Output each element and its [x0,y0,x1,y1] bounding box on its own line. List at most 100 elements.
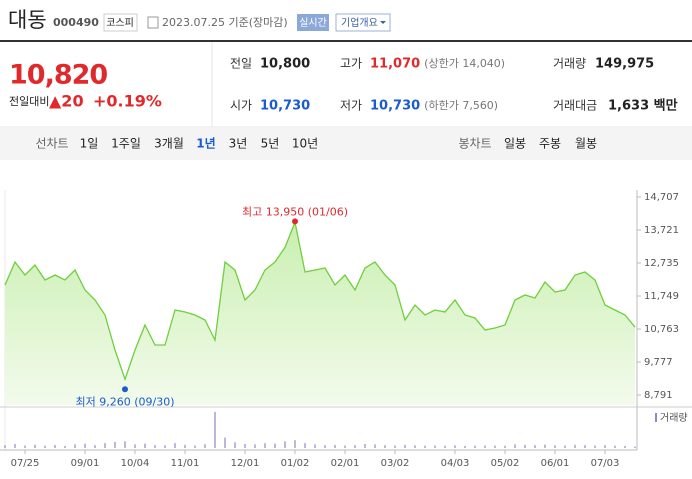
volume-bar [544,444,546,448]
volume-bar [74,444,76,448]
x-tick-label: 07/25 [11,458,40,469]
price-area [5,222,635,405]
annotation: 최저 9,260 (09/30) [75,395,174,408]
volume-bar [224,437,226,448]
stat-label: 시가 [230,99,252,113]
company-button[interactable] [335,13,391,32]
volume-bar [634,446,636,448]
stat-note: (상한가 14,040) [424,57,505,70]
period-tab[interactable]: 3개월 [154,137,184,151]
market-badge [103,13,138,32]
stat-label: 전일 [230,57,252,71]
volume-bar [394,445,396,448]
price: 10,820 [9,60,107,91]
period-tab[interactable]: 1년 [196,137,215,151]
x-tick-label: 12/01 [231,458,260,469]
y-tick-label: 13,721 [644,225,679,236]
volume-bar [374,444,376,448]
volume-bar [454,445,456,448]
extreme-dot [122,386,128,393]
volume-bar [564,445,566,448]
legend-label: 거래량 [660,412,688,424]
volume-bar [314,444,316,448]
volume-bar [554,445,556,448]
volume-bar [274,443,276,448]
stat-value: 10,800 [260,57,310,72]
calendar-icon [147,16,159,29]
volume-bar [444,445,446,448]
change: ▲20 [49,92,84,111]
x-tick-label: 09/01 [71,458,100,469]
period-tab[interactable]: 5년 [261,137,280,151]
change-rate: +0.19% [93,92,162,111]
realtime-button[interactable] [297,14,329,31]
stat-note: (하한가 7,560) [424,98,498,112]
volume-bar [534,445,536,448]
volume-bar [4,445,6,448]
x-tick-label: 02/01 [331,458,360,469]
volume-bar [244,444,246,448]
period-tab[interactable]: 10년 [292,137,318,151]
volume-bar [334,444,336,448]
y-tick-label: 8,791 [644,390,673,401]
volume-bar [344,445,346,448]
volume-bar [84,443,86,448]
volume-bar [384,445,386,448]
quote: 10,820 전일대비 ▲20 +0.19% [9,60,162,111]
x-tick-label: 06/01 [541,458,570,469]
volume-bar [604,445,606,448]
volume-bar [164,445,166,448]
volume-bar [484,445,486,448]
volume-bar [204,444,206,448]
volume-bar [194,445,196,448]
volume-bar [94,445,96,448]
volume-bar [464,445,466,448]
volume-bar [434,445,436,448]
volume-bar [54,445,56,448]
stat-value: 11,070 [370,57,420,72]
volume-bar [174,443,176,448]
y-tick-label: 14,707 [644,192,679,203]
candle-tab[interactable]: 주봉 [539,137,561,151]
volume-bar [524,444,526,448]
stat-value: 10,730 [370,99,420,114]
volume-bar [24,445,26,448]
volume-bar [114,441,116,448]
stock-name: 대동 [8,8,47,32]
stat-label: 거래량 [553,57,586,71]
x-tick-label: 07/03 [591,458,620,469]
period-tab[interactable]: 1주일 [111,137,141,151]
volume-bar [574,444,576,448]
volume-bar [404,444,406,448]
candle-chart-label: 봉차트 [458,137,491,151]
stat-value: 10,730 [260,99,310,114]
y-tick-label: 11,749 [644,291,679,302]
stat-value: 1,633 백만 [608,98,678,114]
volume-bar [614,445,616,448]
volume-bar [304,443,306,448]
candle-tab[interactable]: 일봉 [504,137,526,151]
volume-bar [234,442,236,448]
market: 코스피 [106,17,134,29]
volume-bar [414,445,416,448]
volume-bar [154,445,156,448]
volume-bar [64,445,66,448]
volume-bar [284,441,286,448]
volume-bar [184,444,186,448]
y-tick-label: 9,777 [644,357,673,368]
volume-bar [294,440,296,448]
realtime[interactable]: 실시간 [299,17,327,29]
volume-bar [104,443,106,448]
period-tab[interactable]: 3년 [229,137,248,151]
volume-bar [214,411,216,448]
line-chart-label: 선차트 [35,137,68,151]
date: 2023.07.25 기준(장마감) [162,16,288,29]
period-tab[interactable]: 1일 [80,137,99,151]
volume-bar [354,445,356,448]
x-tick-label: 01/02 [281,458,310,469]
stock-code: 000490 [53,16,99,29]
company-info[interactable]: 기업개요 [341,16,378,29]
stat-label: 거래대금 [553,99,597,113]
volume-bar [364,444,366,448]
candle-tab[interactable]: 월봉 [575,137,597,151]
